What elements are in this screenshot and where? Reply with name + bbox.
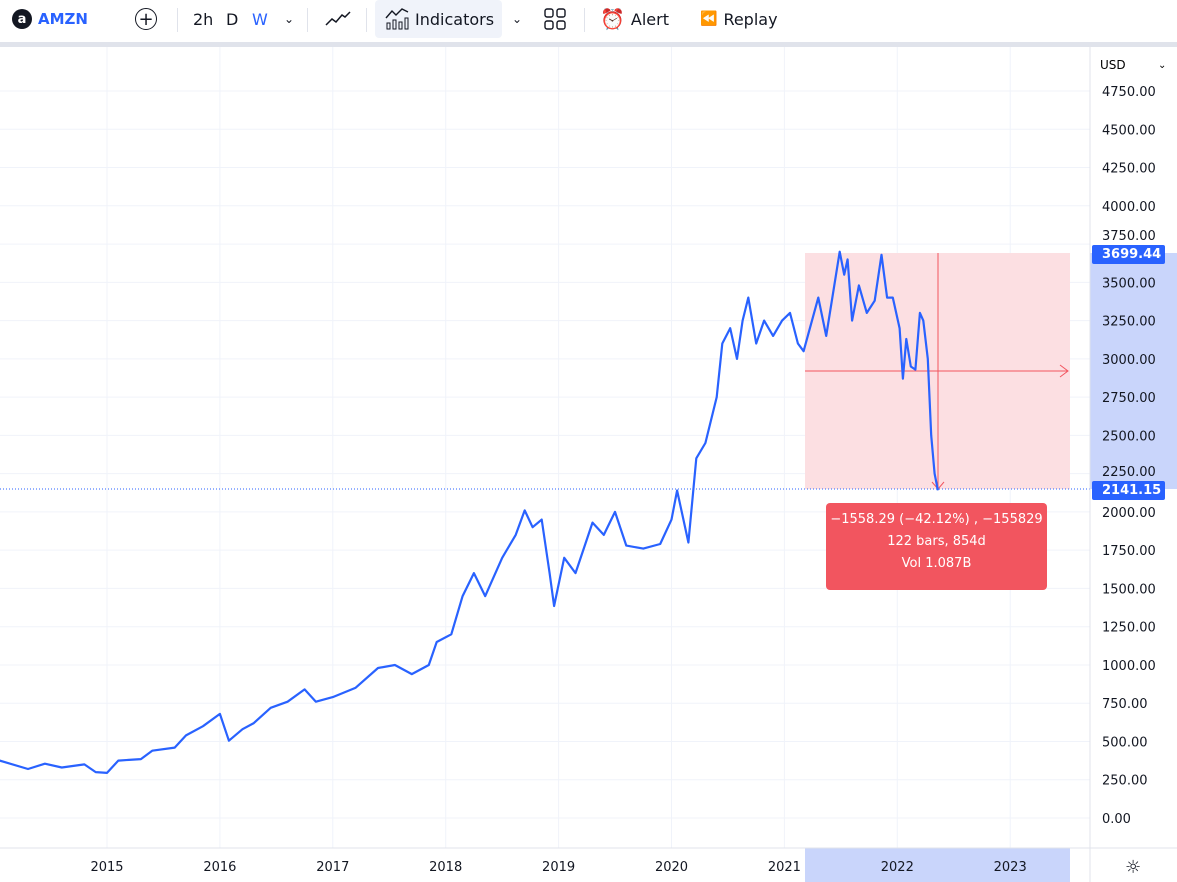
time-tick-label: 2016 (203, 860, 236, 875)
price-axis[interactable]: 0.00 250.00 500.00 750.00 1000.00 1250.00 1500… (1102, 85, 1156, 827)
interval-label: W (252, 9, 268, 29)
symbol-label: AMZN (38, 10, 88, 28)
alert-button[interactable]: ⏰ Alert (600, 0, 669, 38)
price-tick-label: 4250.00 (1102, 162, 1156, 177)
compare-add-button[interactable]: + (135, 0, 157, 38)
replay-button[interactable]: ⏪ Replay (700, 0, 778, 38)
price-tick-label: 750.00 (1102, 697, 1148, 712)
toolbar-divider (0, 42, 1177, 47)
interval-d[interactable]: D (226, 0, 238, 38)
time-axis[interactable]: 2015 2016 2017 2018 2019 2020 2021 2022 2023 (90, 860, 1026, 875)
time-tick-label: 2018 (429, 860, 462, 875)
price-tick-label: 3000.00 (1102, 353, 1156, 368)
measure-arrow-right-icon (1059, 364, 1069, 378)
time-range-highlight (805, 848, 1070, 882)
top-toolbar: a AMZN + 2h D W ⌄ Indicators ⌄ ⏰ Alert ⏪ R… (0, 0, 1177, 40)
interval-2h[interactable]: 2h (193, 0, 213, 38)
chevron-down-icon[interactable]: ⌄ (1158, 60, 1166, 71)
price-tick-label: 3250.00 (1102, 315, 1156, 330)
high-price-tag: 3699.44 (1092, 245, 1165, 264)
price-chart[interactable]: 0.00 250.00 500.00 750.00 1000.00 1250.00 1500… (0, 47, 1177, 882)
price-tick-label: 1750.00 (1102, 544, 1156, 559)
measure-change: −1558.29 (−42.12%) , −155829 (830, 512, 1043, 527)
measure-tooltip: −1558.29 (−42.12%) , −155829 122 bars, 8… (826, 503, 1047, 590)
price-tick-label: 3750.00 (1102, 229, 1156, 244)
currency-label[interactable]: USD (1100, 58, 1126, 72)
amazon-logo-icon: a (12, 9, 32, 29)
last-price-tag: 2141.15 (1092, 481, 1165, 500)
price-tick-label: 1500.00 (1102, 582, 1156, 597)
chart-type-button[interactable] (325, 0, 351, 38)
indicators-icon (385, 8, 409, 30)
settings-gear-icon[interactable]: ☼ (1125, 857, 1141, 878)
price-tick-label: 250.00 (1102, 774, 1148, 789)
price-tick-label: 3500.00 (1102, 276, 1156, 291)
price-tick-label: 4500.00 (1102, 123, 1156, 138)
time-tick-label: 2017 (316, 860, 349, 875)
price-tick-label: 2750.00 (1102, 391, 1156, 406)
price-tick-label: 2250.00 (1102, 465, 1156, 480)
price-tick-label: 4750.00 (1102, 85, 1156, 100)
interval-label: D (226, 9, 239, 29)
price-range-highlight (1090, 253, 1177, 489)
chevron-down-icon: ⌄ (512, 12, 523, 26)
plus-circle-icon: + (135, 8, 157, 30)
layout-button[interactable] (544, 0, 566, 38)
price-tick-label: 1000.00 (1102, 659, 1156, 674)
measure-bars: 122 bars, 854d (887, 534, 986, 549)
alarm-clock-icon: ⏰ (600, 7, 625, 31)
price-tick-label: 500.00 (1102, 735, 1148, 750)
indicators-button[interactable]: Indicators (375, 0, 502, 38)
interval-dropdown[interactable]: ⌄ (284, 0, 294, 38)
price-tick-label: 1250.00 (1102, 621, 1156, 636)
time-tick-label: 2023 (994, 860, 1027, 875)
interval-w[interactable]: W (252, 0, 268, 38)
time-tick-label: 2019 (542, 860, 575, 875)
measure-volume: Vol 1.087B (901, 556, 972, 571)
price-tick-label: 4000.00 (1102, 200, 1156, 215)
indicators-label: Indicators (415, 9, 495, 29)
indicators-dropdown[interactable]: ⌄ (512, 0, 522, 38)
symbol-search[interactable]: a AMZN (12, 0, 88, 38)
chevron-down-icon: ⌄ (284, 12, 295, 26)
rewind-icon: ⏪ (700, 11, 718, 27)
price-tick-label: 2000.00 (1102, 506, 1156, 521)
price-tick-label: 2500.00 (1102, 429, 1156, 444)
alert-label: Alert (630, 9, 669, 29)
time-tick-label: 2015 (90, 860, 123, 875)
time-tick-label: 2020 (655, 860, 688, 875)
replay-label: Replay (723, 9, 778, 29)
interval-label: 2h (193, 9, 214, 29)
grid-layout-icon (544, 8, 566, 30)
line-chart-icon (325, 11, 351, 26)
price-tick-label: 0.00 (1102, 812, 1131, 827)
time-tick-label: 2021 (768, 860, 801, 875)
price-series-line (0, 250, 939, 775)
time-tick-label: 2022 (881, 860, 914, 875)
